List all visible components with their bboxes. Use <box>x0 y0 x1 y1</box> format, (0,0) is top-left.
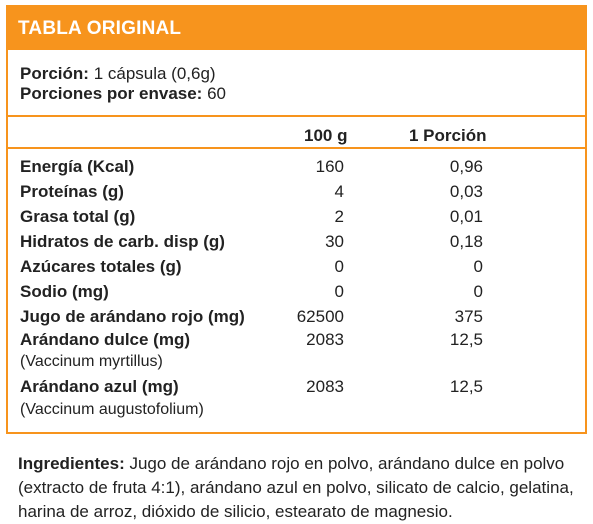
value-100g: 30 <box>325 232 344 251</box>
ingredients-list: Jugo de arándano rojo en polvo, arándano… <box>18 454 574 521</box>
nutrient-name: Arándano dulce (mg) <box>20 330 191 349</box>
table-row: Arándano dulce (mg) <box>20 330 190 350</box>
nutrition-table: TABLA ORIGINAL Porción: 1 cápsula (0,6g)… <box>6 5 587 434</box>
value-100g: 160 <box>315 157 344 176</box>
nutrient-name: Hidratos de carb. disp (g) <box>20 232 225 251</box>
value-100g: 0 <box>334 257 344 276</box>
table-title: TABLA ORIGINAL <box>8 7 585 50</box>
per-container-value: 60 <box>207 84 226 103</box>
value-portion: 12,5 <box>449 377 483 396</box>
nutrient-name: Jugo de arándano rojo (mg) <box>20 307 245 326</box>
value-100g: 2083 <box>306 377 344 396</box>
value-portion: 375 <box>454 307 483 326</box>
value-100g: 2083 <box>306 330 344 349</box>
value-portion: 0 <box>473 282 483 301</box>
value-portion: 12,5 <box>449 330 483 349</box>
scientific-name: (Vaccinum myrtillus) <box>20 353 163 370</box>
scientific-name: (Vaccinum augustofolium) <box>20 401 204 418</box>
ingredients-text: Ingredientes: Jugo de arándano rojo en p… <box>18 452 583 524</box>
per-container-label: Porciones por envase: <box>20 84 203 103</box>
nutrient-name: Grasa total (g) <box>20 207 136 226</box>
nutrient-name: Energía (Kcal) <box>20 157 135 176</box>
portion-value: 1 cápsula (0,6g) <box>93 64 216 83</box>
table-row: Arándano azul (mg) <box>20 377 179 397</box>
table-row: Proteínas (g) <box>20 182 124 202</box>
nutrient-name: Arándano azul (mg) <box>20 377 179 396</box>
divider <box>8 147 585 149</box>
table-row: Hidratos de carb. disp (g) <box>20 232 225 252</box>
column-header-portion: 1 Porción <box>409 126 487 145</box>
value-portion: 0 <box>473 257 483 276</box>
table-row: Jugo de arándano rojo (mg) <box>20 307 245 327</box>
table-row: Grasa total (g) <box>20 207 135 227</box>
serving-info: Porción: 1 cápsula (0,6g) Porciones por … <box>20 64 226 104</box>
value-portion: 0,18 <box>449 232 483 251</box>
portion-label: Porción: <box>20 64 89 83</box>
table-row: Sodio (mg) <box>20 282 109 302</box>
value-100g: 4 <box>334 182 344 201</box>
value-100g: 0 <box>334 282 344 301</box>
value-portion: 0,03 <box>449 182 483 201</box>
value-portion: 0,01 <box>449 207 483 226</box>
column-header-100g: 100 g <box>304 126 348 145</box>
nutrient-name: Sodio (mg) <box>20 282 109 301</box>
value-100g: 2 <box>334 207 344 226</box>
table-row: Azúcares totales (g) <box>20 257 182 277</box>
nutrient-name: Proteínas (g) <box>20 182 124 201</box>
table-row: Energía (Kcal) <box>20 157 134 177</box>
nutrient-name: Azúcares totales (g) <box>20 257 182 276</box>
value-portion: 0,96 <box>449 157 483 176</box>
value-100g: 62500 <box>296 307 344 326</box>
ingredients-label: Ingredientes: <box>18 454 125 473</box>
portion-line: Porción: 1 cápsula (0,6g) <box>20 64 226 84</box>
divider <box>8 115 585 117</box>
per-container-line: Porciones por envase: 60 <box>20 84 226 104</box>
